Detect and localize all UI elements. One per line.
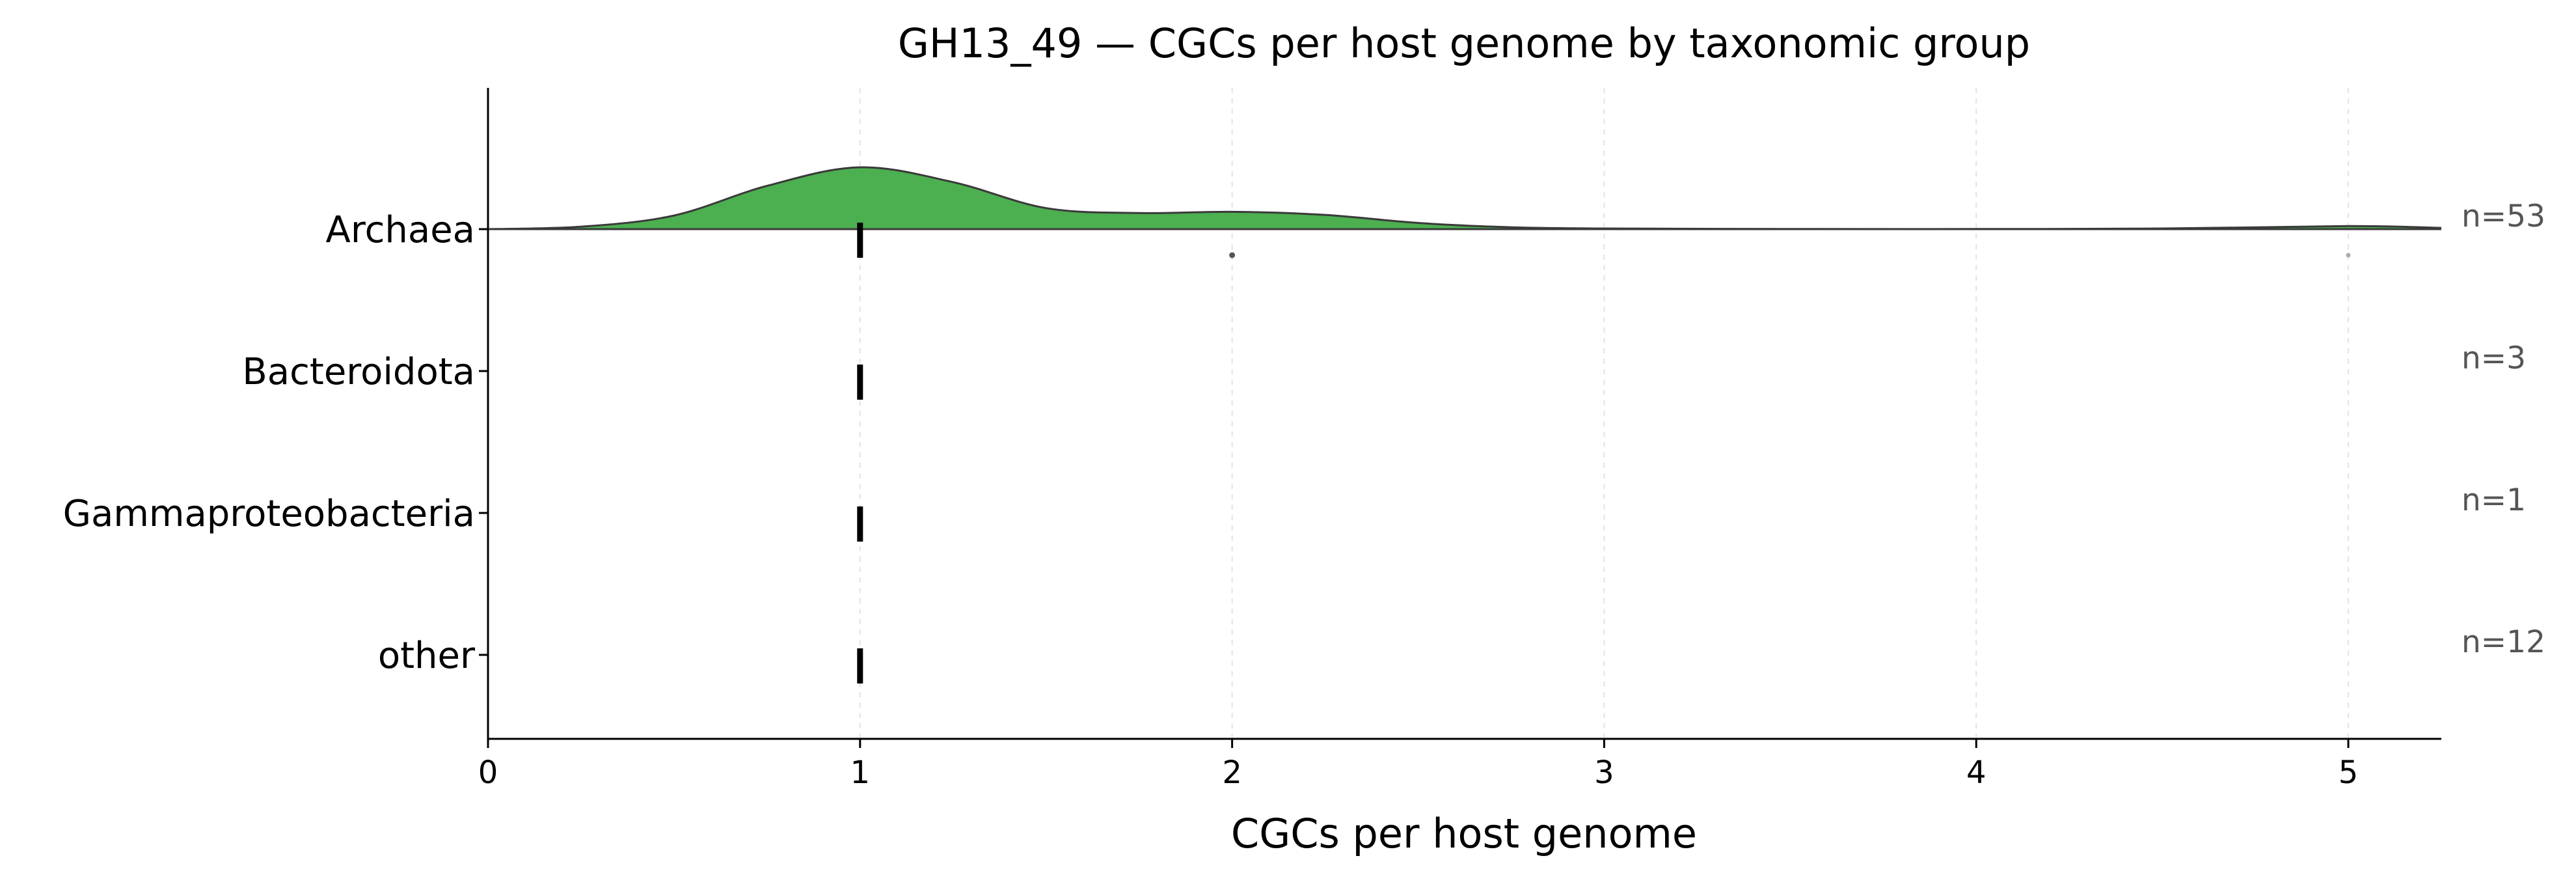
x-tick-label: 0 [478, 754, 498, 791]
group-label: other [378, 635, 476, 677]
group-labels: Archaea Bacteroidota Gammaproteobacteria ot… [63, 209, 488, 677]
count-label: n=12 [2461, 624, 2545, 660]
x-tick-label: 4 [1966, 754, 1986, 791]
x-tick-label: 2 [1222, 754, 1242, 791]
group-label: Archaea [326, 209, 475, 251]
group-label: Gammaproteobacteria [63, 493, 475, 535]
x-axis-label: CGCs per host genome [1231, 810, 1697, 857]
grid-lines [859, 88, 2350, 739]
group-label: Bacteroidota [242, 351, 475, 393]
count-labels: n=53 n=3 n=1 n=12 [2461, 199, 2545, 660]
outlier-point [2346, 253, 2351, 258]
outlier-point [1229, 252, 1236, 258]
axes [487, 88, 2441, 740]
x-tick-label: 3 [1594, 754, 1614, 791]
count-label: n=1 [2461, 482, 2526, 518]
x-tick-label: 1 [850, 754, 871, 791]
chart-title: GH13_49 — CGCs per host genome by taxono… [898, 20, 2030, 67]
x-ticks: 0 1 2 3 4 5 [478, 739, 2359, 791]
density-fill [488, 167, 2441, 229]
ridges [487, 166, 2442, 684]
x-tick-label: 5 [2339, 754, 2359, 791]
count-label: n=53 [2461, 199, 2545, 234]
count-label: n=3 [2461, 340, 2526, 376]
